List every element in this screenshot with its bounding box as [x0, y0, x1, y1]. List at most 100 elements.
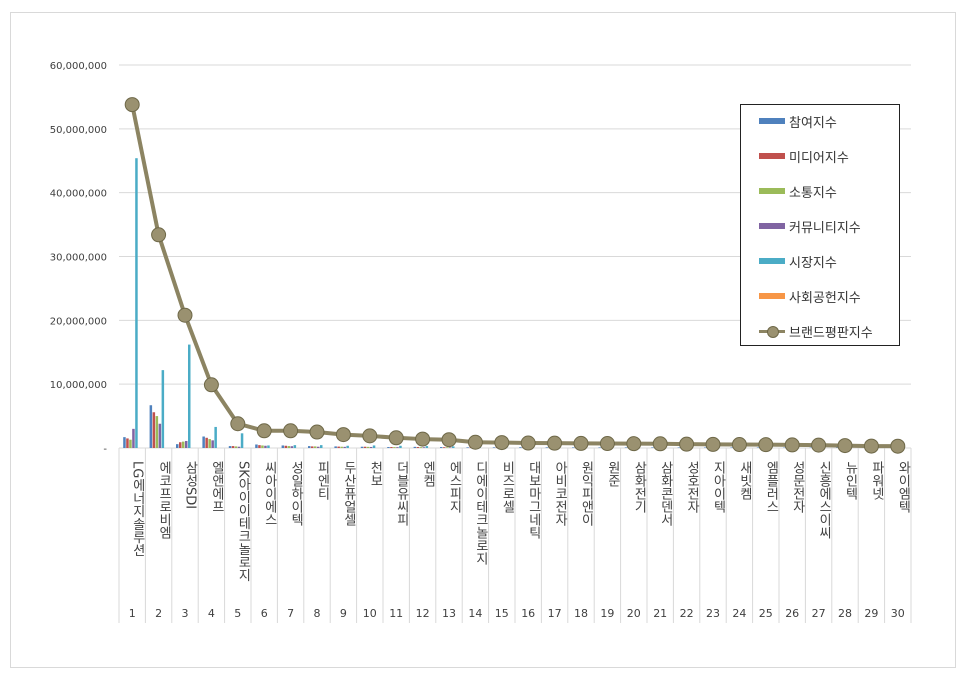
category-label: 엘앤에프: [209, 461, 224, 513]
category-label: 뉴인텍: [843, 461, 858, 500]
bar-시장지수: [293, 445, 297, 448]
bar-시장지수: [372, 445, 376, 448]
rank-label: 19: [600, 607, 614, 620]
brand-index-point: [731, 437, 747, 453]
brand-index-point: [811, 437, 827, 453]
category-label: 더블유씨피: [394, 461, 409, 526]
bar-소통지수: [234, 446, 238, 448]
rank-label: 8: [314, 607, 321, 620]
category-label: 성일하이텍: [288, 461, 303, 526]
brand-index-point: [124, 97, 140, 113]
bar-소통지수: [446, 447, 449, 448]
bar-시장지수: [161, 370, 165, 448]
bar-참여지수: [492, 447, 496, 448]
category-label: 성문전자: [790, 461, 805, 513]
rank-label: 27: [812, 607, 826, 620]
bar-커뮤니티지수: [290, 446, 294, 448]
brand-index-point: [837, 438, 853, 454]
bar-시장지수: [135, 158, 138, 449]
rank-label: 2: [155, 607, 162, 620]
bar-소통지수: [261, 445, 264, 448]
brand-index-point: [177, 307, 193, 323]
rank-label: 26: [785, 607, 799, 620]
bar-소통지수: [366, 446, 370, 448]
bar-참여지수: [704, 447, 707, 448]
bar-참여지수: [176, 444, 179, 448]
bar-참여지수: [756, 447, 760, 448]
rank-label: 12: [416, 607, 430, 620]
bar-참여지수: [677, 447, 681, 448]
bar-참여지수: [387, 447, 390, 448]
category-label: 신흥에스이씨: [816, 461, 831, 539]
bar-미디어지수: [284, 445, 288, 448]
rank-label: 5: [234, 607, 241, 620]
bar-미디어지수: [363, 446, 367, 448]
category-label: 삼화콘덴서: [658, 461, 673, 526]
legend-item: 사회공헌지수: [759, 286, 861, 306]
bar-참여지수: [255, 444, 258, 448]
brand-index-point: [230, 416, 246, 432]
legend-swatch: [759, 326, 785, 338]
bar-참여지수: [413, 446, 417, 448]
bar-시장지수: [320, 445, 323, 448]
category-label: 삼성SDI: [183, 461, 198, 509]
bar-시장지수: [188, 344, 191, 448]
brand-index-point: [520, 435, 536, 451]
bar-소통지수: [393, 447, 396, 448]
category-label: 지아이텍: [711, 461, 726, 513]
bar-참여지수: [545, 447, 549, 448]
bar-시장지수: [240, 433, 244, 448]
bar-소통지수: [419, 447, 423, 448]
rank-label: 29: [864, 607, 878, 620]
legend-swatch: [759, 118, 785, 124]
rank-label: 7: [287, 607, 294, 620]
brand-index-point: [652, 436, 668, 452]
category-label: 새빗켐: [737, 461, 752, 500]
category-label: 엔켐: [420, 461, 435, 487]
category-label: 천보: [367, 461, 382, 487]
bar-소통지수: [208, 439, 211, 448]
rank-label: 4: [208, 607, 215, 620]
legend-item: 브랜드평판지수: [759, 321, 873, 341]
brand-index-point: [283, 423, 299, 439]
y-tick-label: 10,000,000: [50, 380, 107, 391]
bar-커뮤니티지수: [158, 423, 162, 448]
category-label: 피엔티: [315, 461, 330, 500]
rank-label: 30: [891, 607, 905, 620]
rank-label: 18: [574, 607, 588, 620]
bar-시장지수: [214, 426, 217, 448]
rank-label: 3: [182, 607, 189, 620]
rank-label: 10: [363, 607, 377, 620]
legend-label: 브랜드평판지수: [789, 325, 873, 341]
brand-index-point: [335, 427, 351, 443]
bar-소통지수: [340, 446, 343, 448]
bar-시장지수: [425, 446, 429, 448]
brand-index-point: [467, 434, 483, 450]
brand-index-point: [705, 436, 721, 452]
legend-swatch: [759, 293, 785, 299]
bar-미디어지수: [152, 412, 156, 448]
bar-시장지수: [346, 445, 349, 448]
brand-index-point: [415, 431, 431, 447]
category-label: 디에이테크놀로지: [473, 461, 488, 565]
bar-미디어지수: [443, 447, 446, 448]
category-label: 성호전자: [684, 461, 699, 513]
rank-label: 25: [759, 607, 773, 620]
rank-label: 13: [442, 607, 456, 620]
rank-label: 6: [261, 607, 268, 620]
brand-index-point: [890, 438, 906, 454]
bar-참여지수: [360, 446, 364, 448]
bar-미디어지수: [390, 447, 393, 448]
brand-index-point: [626, 436, 642, 452]
bar-참여지수: [624, 447, 628, 448]
category-label: 엠플러스: [763, 461, 778, 513]
brand-index-point: [679, 436, 695, 452]
y-tick-label: 50,000,000: [50, 125, 107, 136]
bar-시장지수: [399, 445, 402, 448]
bar-커뮤니티지수: [396, 447, 399, 448]
legend-label: 시장지수: [789, 255, 837, 271]
bar-시장지수: [267, 445, 270, 448]
category-label: 에스피지: [447, 461, 462, 513]
bar-참여지수: [519, 447, 522, 448]
legend-label: 사회공헌지수: [789, 290, 861, 306]
